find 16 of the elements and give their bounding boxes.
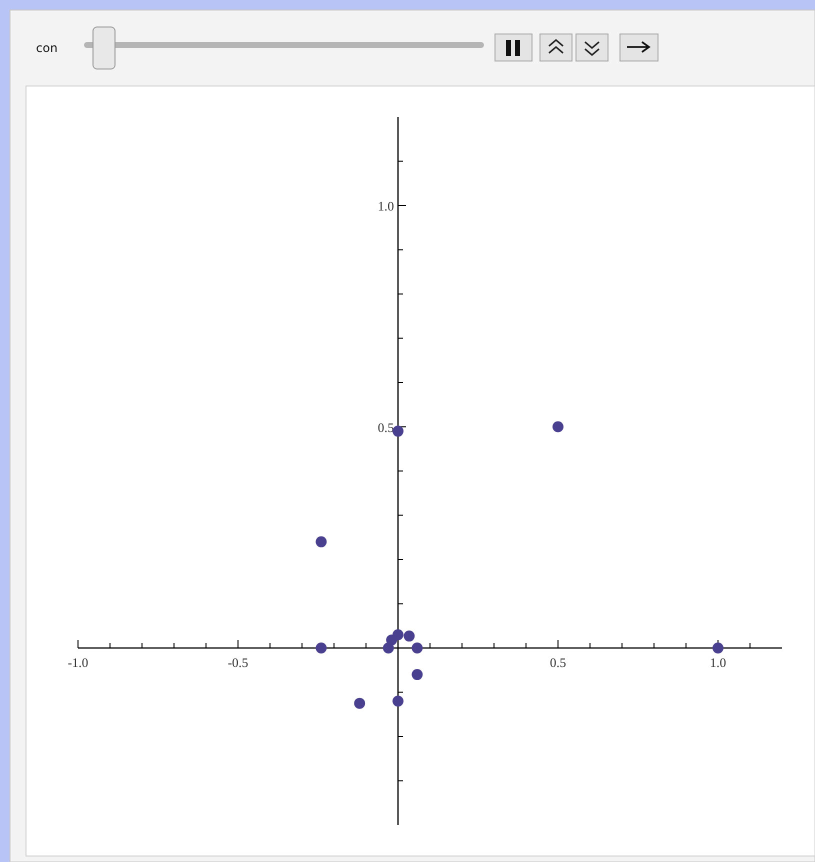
- point: [392, 696, 404, 707]
- x-tick-label: -1.0: [68, 655, 88, 670]
- point: [392, 426, 404, 437]
- point: [404, 630, 415, 642]
- text: con: [36, 41, 58, 55]
- point: [382, 642, 394, 654]
- point: [412, 669, 423, 680]
- x-tick-label: 0.5: [550, 655, 566, 670]
- point: [412, 642, 423, 654]
- point: [552, 421, 564, 432]
- point: [712, 642, 724, 654]
- point: [316, 642, 327, 654]
- x-tick-label: 1.0: [710, 655, 726, 670]
- point: [354, 698, 366, 709]
- point: [316, 536, 327, 548]
- x-tick-label: -0.5: [228, 655, 248, 670]
